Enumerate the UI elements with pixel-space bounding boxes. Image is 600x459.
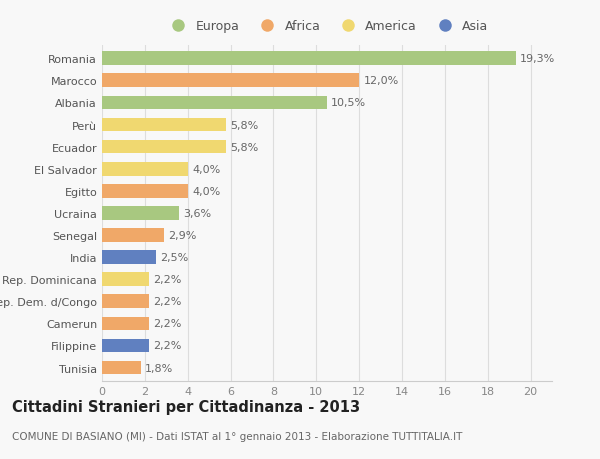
Text: 2,2%: 2,2% xyxy=(154,341,182,351)
Bar xyxy=(102,317,149,330)
Text: 2,2%: 2,2% xyxy=(154,274,182,285)
Bar xyxy=(102,339,149,353)
Text: 4,0%: 4,0% xyxy=(192,186,220,196)
Text: 2,5%: 2,5% xyxy=(160,252,188,263)
Bar xyxy=(102,118,226,132)
Bar xyxy=(102,74,359,88)
Legend: Europa, Africa, America, Asia: Europa, Africa, America, Asia xyxy=(166,20,488,33)
Bar xyxy=(102,207,179,220)
Text: 4,0%: 4,0% xyxy=(192,164,220,174)
Text: 10,5%: 10,5% xyxy=(331,98,367,108)
Text: 2,2%: 2,2% xyxy=(154,319,182,329)
Bar xyxy=(102,185,188,198)
Text: 12,0%: 12,0% xyxy=(364,76,398,86)
Text: 19,3%: 19,3% xyxy=(520,54,555,64)
Text: 1,8%: 1,8% xyxy=(145,363,173,373)
Text: 2,9%: 2,9% xyxy=(169,230,197,241)
Text: 3,6%: 3,6% xyxy=(184,208,212,218)
Text: COMUNE DI BASIANO (MI) - Dati ISTAT al 1° gennaio 2013 - Elaborazione TUTTITALIA: COMUNE DI BASIANO (MI) - Dati ISTAT al 1… xyxy=(12,431,463,442)
Bar xyxy=(102,96,327,110)
Bar xyxy=(102,229,164,242)
Bar xyxy=(102,162,188,176)
Text: 5,8%: 5,8% xyxy=(230,120,259,130)
Bar xyxy=(102,273,149,286)
Text: 2,2%: 2,2% xyxy=(154,297,182,307)
Text: Cittadini Stranieri per Cittadinanza - 2013: Cittadini Stranieri per Cittadinanza - 2… xyxy=(12,399,360,414)
Bar xyxy=(102,361,140,375)
Bar xyxy=(102,295,149,308)
Text: 5,8%: 5,8% xyxy=(230,142,259,152)
Bar xyxy=(102,251,155,264)
Bar xyxy=(102,140,226,154)
Bar xyxy=(102,52,515,66)
